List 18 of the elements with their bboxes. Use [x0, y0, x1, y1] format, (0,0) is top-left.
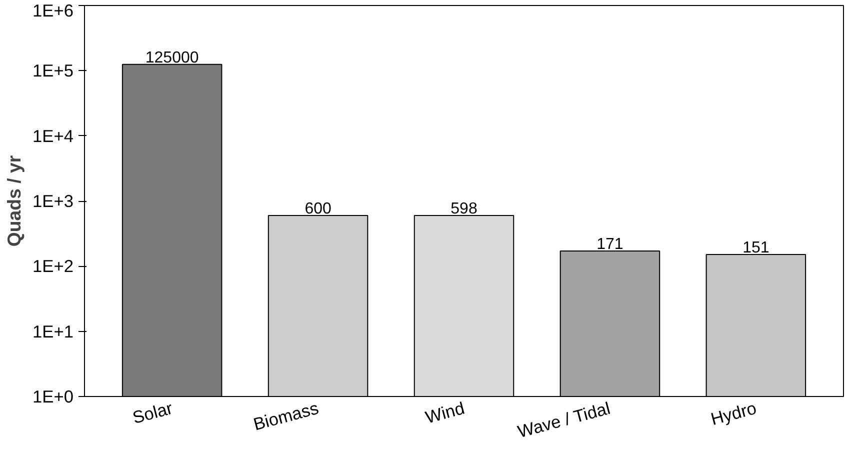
data-label: 125000: [145, 49, 199, 66]
y-tick-label: 1E+0: [32, 386, 74, 406]
x-tick-label: Hydro: [708, 398, 759, 430]
y-tick-label: 1E+2: [32, 256, 74, 276]
y-tick-label: 1E+6: [32, 0, 74, 20]
y-tick-label: 1E+1: [32, 321, 74, 342]
y-tick-label: 1E+3: [32, 191, 74, 211]
y-tick-label: 1E+4: [32, 126, 74, 146]
x-tick-label: Biomass: [251, 398, 321, 434]
x-tick-label: Solar: [130, 398, 175, 428]
x-tick-label: Wind: [423, 398, 467, 428]
x-tick-label: Wave / Tidal: [516, 398, 612, 442]
data-label: 600: [304, 200, 332, 218]
y-tick-label: 1E+5: [32, 60, 74, 81]
data-label: 598: [450, 200, 478, 218]
data-label: 151: [742, 240, 770, 257]
data-label: 171: [596, 236, 624, 253]
y-axis-title: Quads / yr: [4, 155, 25, 247]
